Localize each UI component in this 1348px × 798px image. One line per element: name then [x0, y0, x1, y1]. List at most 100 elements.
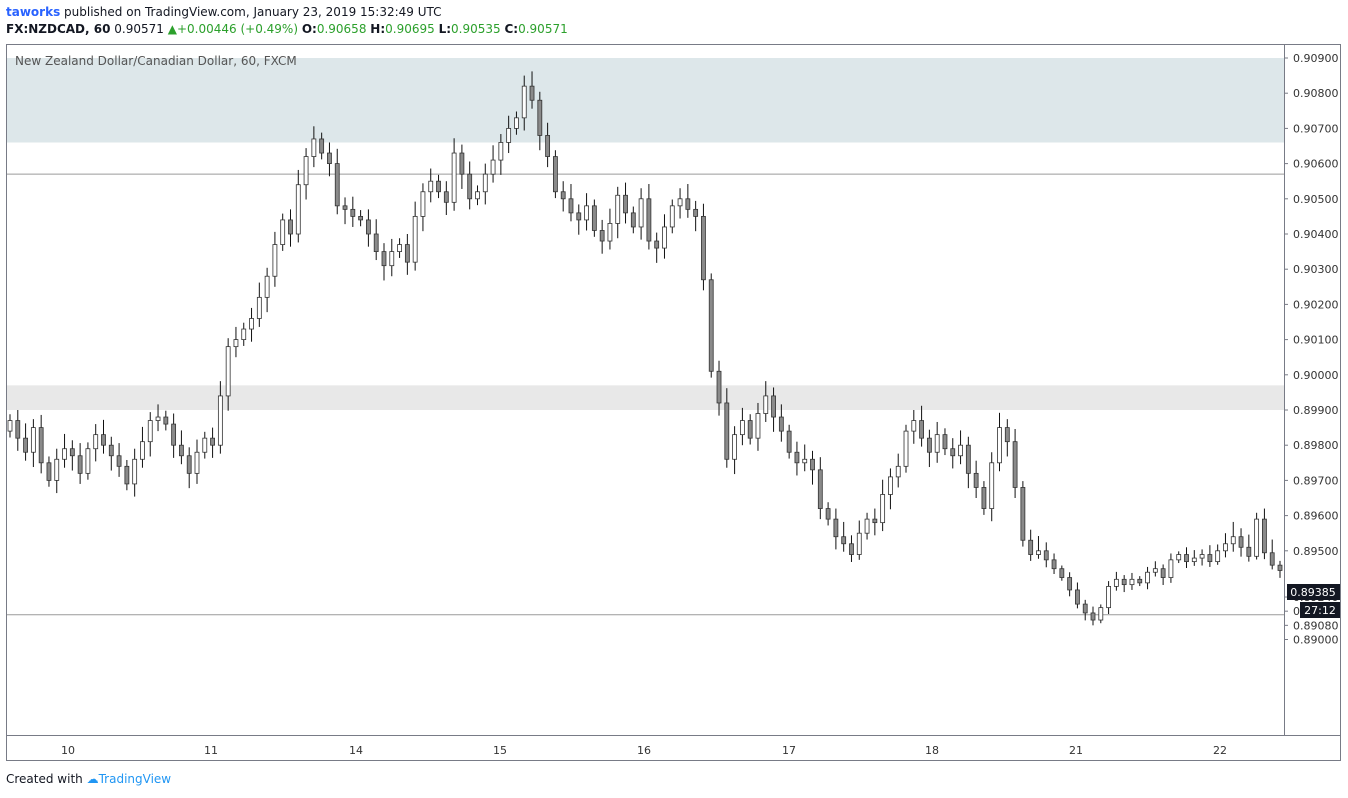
candle[interactable]: [514, 111, 519, 135]
candle[interactable]: [646, 184, 652, 250]
candle[interactable]: [38, 414, 44, 474]
candle[interactable]: [958, 430, 963, 465]
candle[interactable]: [942, 428, 948, 456]
candle[interactable]: [529, 71, 535, 109]
candle[interactable]: [1082, 599, 1088, 621]
candle[interactable]: [498, 134, 504, 175]
candle[interactable]: [677, 188, 683, 219]
candle[interactable]: [1160, 564, 1166, 585]
candle[interactable]: [1090, 606, 1096, 626]
candle[interactable]: [69, 440, 75, 471]
candle[interactable]: [186, 447, 192, 489]
candle[interactable]: [568, 184, 574, 222]
candle[interactable]: [755, 402, 761, 451]
candle[interactable]: [303, 148, 309, 200]
candle[interactable]: [662, 214, 667, 259]
candle[interactable]: [459, 144, 465, 189]
candle[interactable]: [23, 423, 28, 461]
candle[interactable]: [132, 448, 138, 497]
candle[interactable]: [490, 145, 496, 183]
candle[interactable]: [163, 410, 169, 431]
candle[interactable]: [147, 412, 153, 457]
candle[interactable]: [420, 183, 426, 232]
candle[interactable]: [521, 75, 527, 131]
candle[interactable]: [669, 199, 675, 234]
candle[interactable]: [1145, 566, 1150, 590]
candle[interactable]: [638, 188, 644, 240]
candle[interactable]: [381, 243, 387, 281]
candle[interactable]: [256, 282, 262, 327]
candle[interactable]: [451, 138, 457, 211]
candle[interactable]: [288, 209, 293, 247]
candle[interactable]: [264, 267, 270, 313]
candle[interactable]: [654, 232, 660, 263]
candle[interactable]: [607, 208, 613, 250]
candle[interactable]: [849, 535, 854, 562]
candle[interactable]: [552, 150, 558, 199]
candle[interactable]: [856, 520, 862, 560]
candle[interactable]: [319, 132, 325, 160]
candle[interactable]: [1277, 560, 1283, 578]
candle[interactable]: [537, 91, 543, 151]
candle[interactable]: [1028, 529, 1034, 561]
candle[interactable]: [1238, 528, 1244, 557]
candle[interactable]: [794, 441, 800, 476]
candle[interactable]: [802, 444, 808, 472]
candle[interactable]: [841, 521, 847, 552]
candle[interactable]: [506, 115, 512, 154]
candle[interactable]: [591, 199, 597, 237]
candle[interactable]: [895, 453, 901, 488]
candle[interactable]: [358, 210, 364, 227]
candle[interactable]: [1051, 553, 1057, 575]
candle[interactable]: [950, 438, 956, 469]
candle[interactable]: [615, 186, 621, 239]
candle[interactable]: [350, 196, 356, 227]
candle[interactable]: [864, 512, 870, 540]
candle[interactable]: [934, 421, 940, 463]
candle[interactable]: [1043, 542, 1049, 568]
candle[interactable]: [1168, 553, 1174, 583]
candle[interactable]: [1191, 550, 1197, 566]
candle[interactable]: [171, 413, 177, 458]
candle[interactable]: [701, 203, 706, 291]
candle[interactable]: [973, 460, 979, 498]
candle[interactable]: [155, 404, 161, 432]
candle[interactable]: [295, 169, 301, 243]
candle[interactable]: [366, 209, 371, 247]
candle[interactable]: [903, 424, 909, 473]
candle[interactable]: [911, 410, 917, 444]
candle[interactable]: [140, 426, 145, 468]
candle[interactable]: [1036, 536, 1041, 559]
candle[interactable]: [1075, 582, 1080, 609]
candle[interactable]: [1059, 565, 1065, 581]
candle[interactable]: [225, 338, 231, 411]
candle[interactable]: [708, 273, 714, 378]
candle[interactable]: [404, 234, 410, 275]
candle[interactable]: [1137, 576, 1143, 587]
candle[interactable]: [30, 419, 36, 468]
candle[interactable]: [693, 200, 699, 232]
candle[interactable]: [1129, 572, 1135, 590]
candle[interactable]: [101, 419, 106, 454]
candle[interactable]: [334, 148, 340, 215]
candle[interactable]: [272, 231, 278, 287]
candle[interactable]: [989, 452, 995, 522]
candle[interactable]: [833, 508, 839, 550]
candle[interactable]: [467, 161, 473, 210]
candle[interactable]: [1020, 481, 1026, 547]
candle[interactable]: [778, 404, 784, 442]
candle[interactable]: [1106, 581, 1111, 615]
candle[interactable]: [428, 168, 434, 203]
candle[interactable]: [872, 508, 878, 536]
candle[interactable]: [241, 322, 247, 346]
author-link[interactable]: taworks: [6, 5, 61, 19]
candle[interactable]: [997, 412, 1002, 472]
candle[interactable]: [116, 443, 122, 477]
candle[interactable]: [389, 238, 395, 277]
candle[interactable]: [630, 206, 636, 234]
candle[interactable]: [85, 442, 91, 480]
candle[interactable]: [817, 457, 823, 520]
candle[interactable]: [249, 307, 254, 342]
candle[interactable]: [888, 468, 893, 510]
